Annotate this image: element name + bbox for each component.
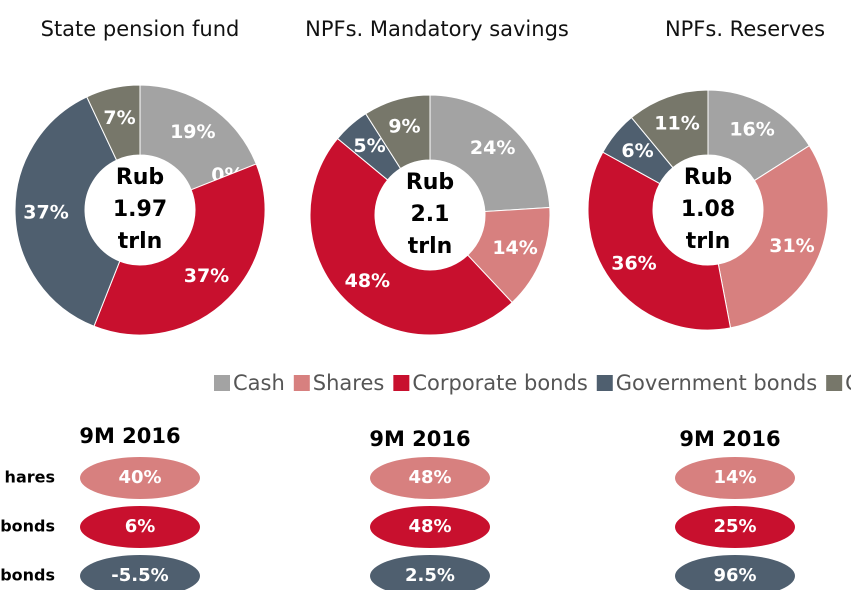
- slice: [309, 137, 513, 336]
- legend-swatch: [293, 375, 310, 391]
- chart-title: NPFs. Mandatory savings: [305, 17, 569, 41]
- value-text: 48%: [408, 516, 451, 537]
- value-text: -5.5%: [111, 565, 168, 586]
- slice-label: 7%: [103, 107, 135, 129]
- column-header: 9M 2016: [79, 424, 180, 448]
- legend-swatch: [393, 375, 410, 391]
- center-label: 2.1: [411, 202, 450, 227]
- slice: [139, 84, 257, 191]
- legend-label: Shares: [313, 371, 385, 395]
- legend-label: Corporate bonds: [412, 371, 587, 395]
- value-badge: [675, 555, 795, 590]
- center-label: Rub: [406, 170, 454, 195]
- slice-label: 5%: [353, 135, 385, 157]
- center-label: 1.08: [681, 197, 735, 222]
- chart-title: NPFs. Reserves: [665, 17, 825, 41]
- value-text: 14%: [713, 467, 756, 488]
- center-label: 1.97: [113, 197, 167, 222]
- slice-label: 16%: [729, 118, 774, 140]
- slice: [14, 96, 121, 327]
- slice: [93, 163, 266, 336]
- legend-label: Government bonds: [616, 371, 817, 395]
- value-text: 96%: [713, 565, 756, 586]
- chart-title: State pension fund: [41, 17, 240, 41]
- column-header: 9M 2016: [369, 427, 470, 451]
- slice-label: 36%: [611, 252, 656, 274]
- center-label: Rub: [684, 165, 732, 190]
- value-badge: [370, 555, 490, 590]
- legend-swatch: [214, 375, 230, 391]
- row-label: bonds: [0, 517, 55, 536]
- row-label: hares: [5, 468, 55, 487]
- row-label: bonds: [0, 566, 55, 585]
- slice-label: 9%: [388, 116, 420, 138]
- value-text: 2.5%: [405, 565, 455, 586]
- slice: [630, 89, 709, 169]
- center-label: trln: [118, 229, 163, 254]
- value-badge: [675, 506, 795, 548]
- value-badge: [370, 457, 490, 499]
- slice-label: 24%: [470, 137, 515, 159]
- center-label: Rub: [116, 165, 164, 190]
- legend-label: Cash: [233, 371, 285, 395]
- legend-swatch: [826, 375, 843, 391]
- value-badge: [370, 506, 490, 548]
- slice: [429, 94, 551, 213]
- slice: [587, 151, 732, 331]
- slice-label: 31%: [769, 235, 814, 257]
- slice: [717, 145, 829, 329]
- center-label: trln: [408, 234, 453, 259]
- slice-label: 37%: [23, 201, 68, 223]
- slice-label: 19%: [170, 121, 215, 143]
- center-label: trln: [686, 229, 731, 254]
- legend-swatch: [596, 375, 613, 391]
- slice-label: 14%: [492, 237, 537, 259]
- column-header: 9M 2016: [679, 427, 780, 451]
- slice-label: 11%: [654, 112, 699, 134]
- legend-label: Other: [845, 371, 851, 395]
- value-text: 40%: [118, 467, 161, 488]
- value-text: 6%: [125, 516, 156, 537]
- value-text: 48%: [408, 467, 451, 488]
- slice: [86, 84, 141, 161]
- value-text: 25%: [713, 516, 756, 537]
- slice-label: 48%: [345, 270, 390, 292]
- value-badge: [80, 555, 200, 590]
- slice: [707, 89, 811, 182]
- slice: [365, 94, 431, 170]
- slice-label: 37%: [184, 265, 229, 287]
- slice-label: 6%: [621, 140, 653, 162]
- value-badge: [675, 457, 795, 499]
- value-badge: [80, 506, 200, 548]
- value-badge: [80, 457, 200, 499]
